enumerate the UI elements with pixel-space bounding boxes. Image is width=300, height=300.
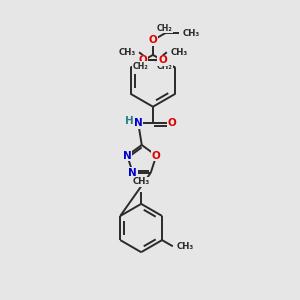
Text: H: H bbox=[125, 116, 134, 126]
Text: O: O bbox=[139, 56, 148, 65]
Text: CH₃: CH₃ bbox=[133, 177, 150, 186]
Text: O: O bbox=[148, 35, 157, 45]
Text: CH₃: CH₃ bbox=[176, 242, 194, 251]
Text: CH₃: CH₃ bbox=[183, 28, 200, 38]
Text: N: N bbox=[123, 151, 132, 160]
Text: CH₂: CH₂ bbox=[133, 62, 149, 71]
Text: O: O bbox=[167, 118, 176, 128]
Text: CH₃: CH₃ bbox=[118, 48, 136, 57]
Text: O: O bbox=[152, 151, 161, 160]
Text: N: N bbox=[134, 118, 142, 128]
Text: N: N bbox=[128, 168, 137, 178]
Text: CH₂: CH₂ bbox=[157, 62, 173, 71]
Text: O: O bbox=[158, 56, 167, 65]
Text: CH₃: CH₃ bbox=[170, 48, 188, 57]
Text: CH₂: CH₂ bbox=[157, 23, 172, 32]
